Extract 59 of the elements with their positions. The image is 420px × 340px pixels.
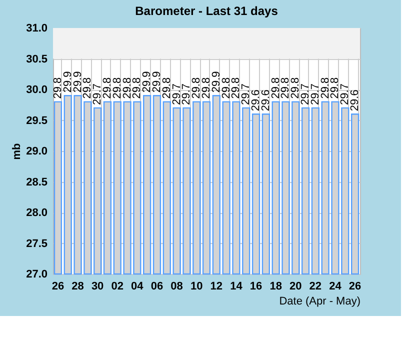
x-tick-label: 30 [91, 280, 104, 292]
x-tick-label: 14 [230, 280, 244, 292]
y-tick-label: 29.0 [26, 146, 48, 158]
chart-title: Barometer - Last 31 days [135, 4, 278, 18]
data-label: 29.9 [62, 71, 74, 93]
data-label: 29.7 [92, 84, 104, 105]
y-tick-label: 29.5 [26, 114, 48, 127]
x-tick-label: 10 [190, 280, 203, 292]
y-tick-label: 28.5 [26, 176, 48, 188]
data-label: 29.7 [240, 84, 252, 105]
data-label: 29.8 [121, 77, 134, 99]
data-label: 29.7 [339, 84, 352, 105]
y-tick-label: 28.0 [26, 207, 48, 219]
x-axis-title: Date (Apr - May) [279, 296, 360, 308]
x-tick-label: 08 [170, 280, 183, 292]
data-label: 29.7 [309, 84, 322, 105]
x-tick-label: 26 [348, 280, 362, 292]
data-label: 29.7 [300, 84, 312, 105]
data-label: 29.8 [52, 77, 64, 99]
x-tick-label: 12 [210, 280, 223, 292]
x-tick-label: 16 [250, 280, 262, 292]
data-label: 29.7 [170, 84, 183, 105]
data-label: 29.8 [190, 77, 203, 99]
x-tick-label: 24 [329, 280, 342, 292]
x-tick-label: 06 [150, 280, 164, 292]
data-label: 29.8 [111, 77, 124, 99]
data-label: 29.7 [180, 84, 193, 105]
x-tick-label: 28 [72, 280, 84, 292]
data-label: 29.8 [101, 77, 114, 99]
data-label: 29.6 [349, 90, 362, 112]
data-label: 29.9 [72, 71, 84, 93]
data-label: 29.9 [210, 71, 222, 93]
x-tick-label: 04 [131, 280, 144, 292]
data-label: 29.9 [150, 71, 163, 93]
x-tick-label: 26 [52, 280, 64, 292]
x-tick-label: 02 [111, 280, 124, 292]
y-tick-label: 27.5 [26, 238, 48, 250]
data-label: 29.8 [131, 77, 144, 99]
data-label: 29.8 [329, 77, 342, 99]
data-label: 29.6 [260, 90, 272, 112]
x-tick-label: 18 [270, 280, 282, 292]
data-label: 29.8 [220, 77, 232, 99]
y-axis-title: mb [11, 142, 24, 160]
y-tick-label: 27.0 [26, 268, 48, 280]
y-tick-label: 30.5 [26, 53, 48, 66]
data-label: 29.6 [250, 90, 262, 112]
data-label: 29.9 [141, 71, 154, 93]
x-tick-label: 20 [290, 280, 302, 292]
y-tick-label: 30.0 [26, 84, 48, 96]
data-label: 29.8 [82, 77, 94, 99]
data-label: 29.8 [230, 77, 242, 99]
data-label: 29.8 [290, 77, 302, 99]
data-label: 29.8 [270, 77, 282, 99]
x-tick-label: 22 [309, 280, 322, 292]
y-tick-label: 31.0 [26, 22, 48, 34]
data-label: 29.8 [200, 77, 212, 99]
data-label: 29.8 [160, 77, 173, 99]
data-label: 29.8 [319, 77, 332, 99]
data-label: 29.8 [280, 77, 292, 99]
